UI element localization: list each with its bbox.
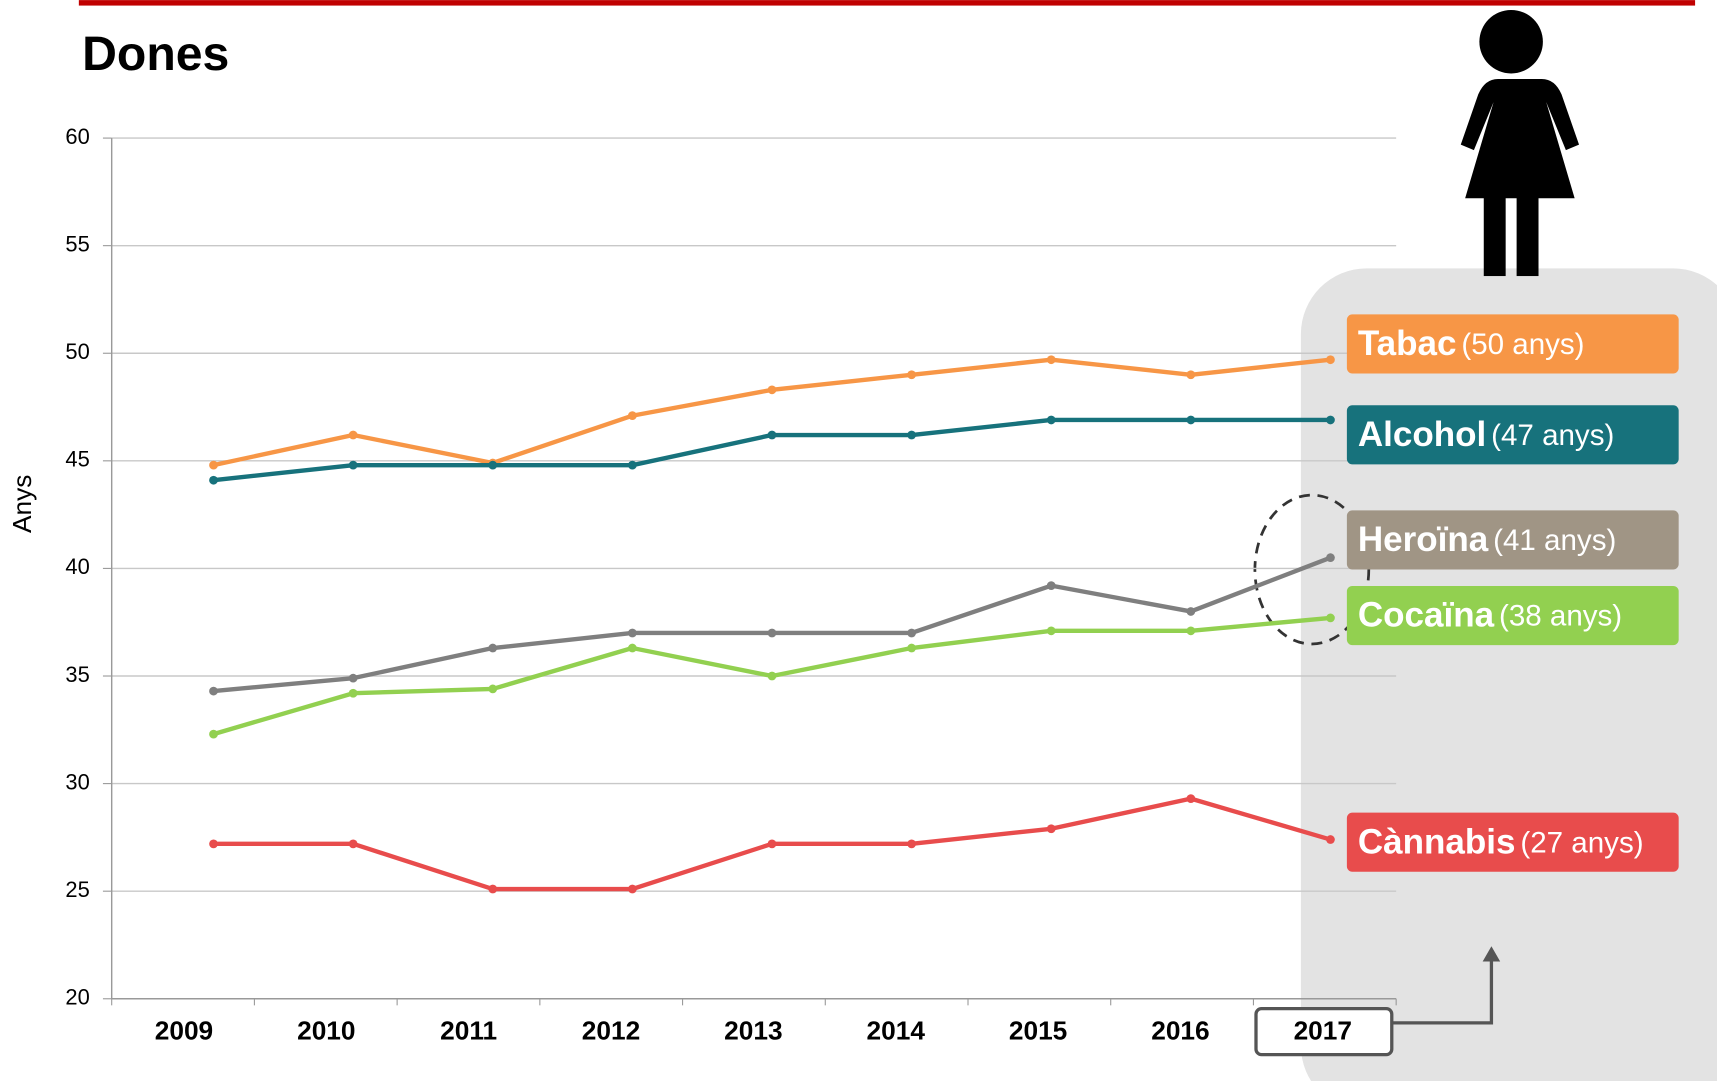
point bbox=[209, 686, 218, 696]
legend-text: Heroïna (41 anys) bbox=[1358, 520, 1616, 559]
point bbox=[1046, 415, 1056, 425]
point bbox=[907, 430, 916, 440]
y-tick-label: 45 bbox=[65, 447, 89, 472]
legend-label: (38 anys) bbox=[1499, 600, 1622, 633]
point bbox=[209, 460, 218, 470]
point bbox=[1186, 370, 1196, 380]
point bbox=[627, 628, 637, 638]
point bbox=[907, 643, 916, 653]
point bbox=[348, 673, 358, 683]
point bbox=[1046, 824, 1056, 834]
y-tick-label: 20 bbox=[65, 985, 89, 1010]
legend-text: Cocaïna (38 anys) bbox=[1358, 596, 1622, 635]
highlight-panel bbox=[1300, 268, 1717, 1081]
top-rule bbox=[78, 0, 1696, 6]
x-tick-label: 2013 bbox=[724, 1016, 782, 1046]
point bbox=[348, 839, 358, 849]
y-axis-label: Anys bbox=[7, 475, 37, 533]
y-tick-label: 50 bbox=[65, 339, 89, 364]
x-tick-label: 2010 bbox=[297, 1016, 355, 1046]
point bbox=[767, 628, 777, 638]
point bbox=[1186, 794, 1196, 804]
legend-label: (50 anys) bbox=[1461, 328, 1584, 361]
legend-text: Alcohol (47 anys) bbox=[1358, 415, 1614, 454]
point bbox=[488, 684, 498, 694]
point bbox=[1326, 553, 1335, 563]
legend-label: (41 anys) bbox=[1493, 524, 1616, 557]
y-tick-label: 30 bbox=[65, 769, 89, 794]
point bbox=[1326, 415, 1335, 425]
x-tick-label: 2015 bbox=[1009, 1016, 1067, 1046]
legend-text: Cànnabis (27 anys) bbox=[1358, 823, 1644, 862]
legend-name: Cànnabis bbox=[1358, 823, 1516, 862]
point bbox=[1326, 355, 1335, 365]
point bbox=[627, 884, 637, 894]
point bbox=[209, 839, 218, 849]
legend-label: (47 anys) bbox=[1491, 419, 1614, 452]
legend-text: Tabac (50 anys) bbox=[1358, 324, 1585, 363]
point bbox=[1186, 415, 1196, 425]
point bbox=[348, 460, 358, 470]
y-tick-label: 35 bbox=[65, 662, 89, 687]
series-line bbox=[213, 555, 1332, 694]
point bbox=[488, 460, 498, 470]
legend-box bbox=[1346, 585, 1679, 646]
arrow bbox=[1391, 957, 1494, 1025]
legend-box bbox=[1346, 314, 1679, 374]
legend-box bbox=[1346, 405, 1679, 465]
legend-name: Cocaïna bbox=[1358, 596, 1495, 635]
legend-label: (27 anys) bbox=[1520, 826, 1643, 859]
arrow-head bbox=[1482, 946, 1501, 962]
point bbox=[627, 460, 637, 470]
year-highlight bbox=[1254, 1006, 1394, 1057]
point bbox=[1326, 835, 1335, 844]
x-tick-label: 2012 bbox=[582, 1016, 640, 1046]
point bbox=[209, 729, 218, 739]
point bbox=[767, 385, 777, 395]
point bbox=[1326, 613, 1335, 623]
point bbox=[488, 884, 498, 894]
point bbox=[488, 643, 498, 653]
legend-name: Alcohol bbox=[1358, 415, 1486, 454]
point bbox=[209, 475, 218, 485]
x-tick-label: 2017 bbox=[1294, 1016, 1352, 1046]
x-tick-label: 2016 bbox=[1151, 1016, 1209, 1046]
point bbox=[907, 628, 916, 638]
legend-name: Tabac bbox=[1358, 324, 1457, 363]
y-tick-label: 55 bbox=[65, 231, 89, 256]
x-tick-label: 2009 bbox=[155, 1016, 213, 1046]
point bbox=[1046, 355, 1056, 365]
point bbox=[348, 430, 358, 440]
series-line bbox=[213, 357, 1331, 468]
legend-box bbox=[1346, 812, 1679, 872]
x-tick-label: 2014 bbox=[867, 1016, 926, 1046]
woman-icon bbox=[1460, 9, 1580, 277]
legend-name: Heroïna bbox=[1358, 520, 1489, 559]
point bbox=[907, 839, 916, 849]
point bbox=[907, 370, 916, 380]
point bbox=[1046, 626, 1056, 636]
point bbox=[767, 430, 777, 440]
point bbox=[627, 643, 637, 653]
series-line bbox=[213, 417, 1331, 483]
point bbox=[1186, 626, 1196, 636]
point bbox=[1046, 581, 1056, 591]
chart-title: Dones bbox=[82, 27, 229, 81]
point bbox=[627, 411, 637, 421]
x-tick-label: 2011 bbox=[440, 1016, 497, 1046]
y-tick-label: 60 bbox=[65, 124, 89, 149]
legend-box bbox=[1346, 510, 1679, 570]
y-tick-label: 40 bbox=[65, 554, 89, 579]
point bbox=[1186, 607, 1196, 616]
point bbox=[348, 688, 358, 698]
point bbox=[767, 671, 777, 681]
point bbox=[767, 839, 777, 849]
y-tick-label: 25 bbox=[65, 877, 89, 902]
